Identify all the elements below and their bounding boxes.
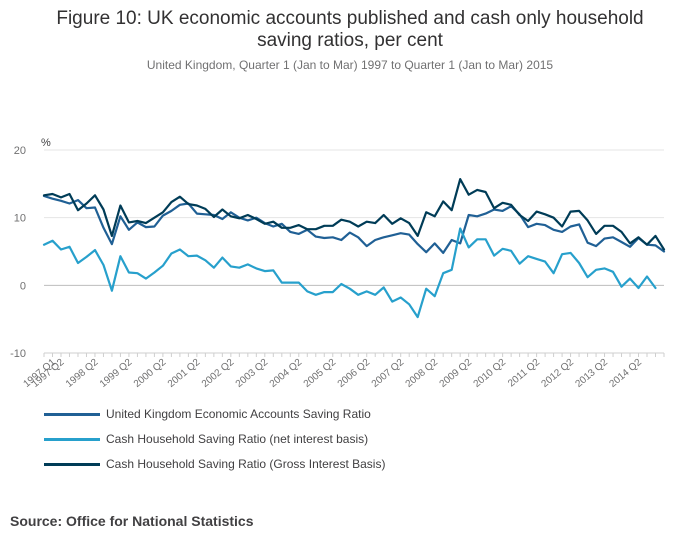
x-tick-label: 2008 Q2 xyxy=(404,357,441,390)
x-tick-label: 2007 Q2 xyxy=(370,357,407,390)
y-tick-label: 10 xyxy=(14,213,26,225)
chart-subtitle: United Kingdom, Quarter 1 (Jan to Mar) 1… xyxy=(146,58,554,72)
x-tick-label: 2005 Q2 xyxy=(302,357,339,390)
series-line-1 xyxy=(42,227,657,319)
x-tick-label: 2004 Q2 xyxy=(268,357,305,390)
legend-swatch-ea xyxy=(44,413,100,416)
x-tick-label: 2006 Q2 xyxy=(336,357,373,390)
y-tick-label: 0 xyxy=(20,280,26,292)
legend-label-ea: United Kingdom Economic Accounts Saving … xyxy=(106,407,371,421)
x-tick-label: 2014 Q2 xyxy=(607,357,644,390)
legend-swatch-cash-gross xyxy=(44,463,100,466)
legend-label-cash-gross: Cash Household Saving Ratio (Gross Inter… xyxy=(106,457,386,471)
source-note: Source: Office for National Statistics xyxy=(10,513,254,529)
y-tick-label: -10 xyxy=(10,348,26,360)
x-tick-label: 2001 Q2 xyxy=(166,357,203,390)
legend-label-cash-net: Cash Household Saving Ratio (net interes… xyxy=(106,432,369,446)
x-tick-label: 2009 Q2 xyxy=(438,357,475,390)
x-tick-label: 2003 Q2 xyxy=(234,357,271,390)
x-tick-label: 2013 Q2 xyxy=(574,357,611,390)
x-tick-label: 2012 Q2 xyxy=(540,357,577,390)
x-tick-label: 2002 Q2 xyxy=(200,357,237,390)
series-line-2 xyxy=(42,178,666,251)
chart-title-line-1: Figure 10: UK economic accounts publishe… xyxy=(56,8,644,29)
x-tick-label: 2010 Q2 xyxy=(472,357,509,390)
x-tick-label: 1999 Q2 xyxy=(98,357,135,390)
x-tick-label: 2000 Q2 xyxy=(132,357,169,390)
chart-title: Figure 10: UK economic accounts publishe… xyxy=(0,8,700,52)
y-tick-label: 20 xyxy=(14,145,26,157)
series-line-0 xyxy=(42,194,666,254)
y-axis-label: % xyxy=(41,137,51,149)
chart-title-line-2: saving ratios, per cent xyxy=(257,30,443,51)
legend-swatch-cash-net xyxy=(44,438,100,441)
x-tick-label: 1998 Q2 xyxy=(64,357,101,390)
x-tick-label: 2011 Q2 xyxy=(506,357,542,390)
